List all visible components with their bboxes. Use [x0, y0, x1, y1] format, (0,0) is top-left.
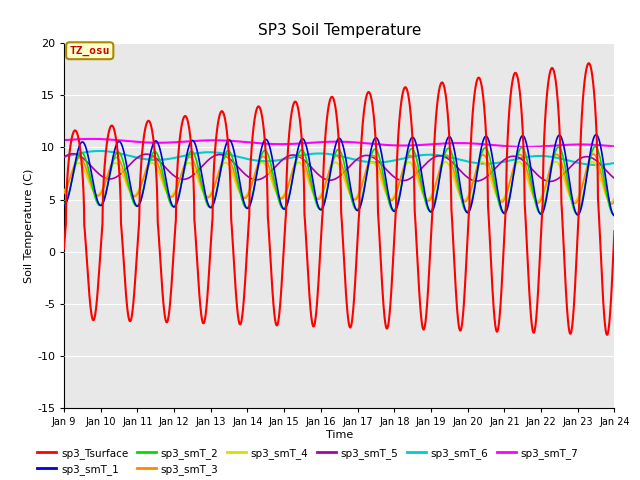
- Y-axis label: Soil Temperature (C): Soil Temperature (C): [24, 168, 34, 283]
- Text: TZ_osu: TZ_osu: [70, 46, 110, 56]
- X-axis label: Time: Time: [326, 430, 353, 440]
- Legend: sp3_Tsurface, sp3_smT_1, sp3_smT_2, sp3_smT_3, sp3_smT_4, sp3_smT_5, sp3_smT_6, : sp3_Tsurface, sp3_smT_1, sp3_smT_2, sp3_…: [37, 448, 579, 475]
- Title: SP3 Soil Temperature: SP3 Soil Temperature: [257, 23, 421, 38]
